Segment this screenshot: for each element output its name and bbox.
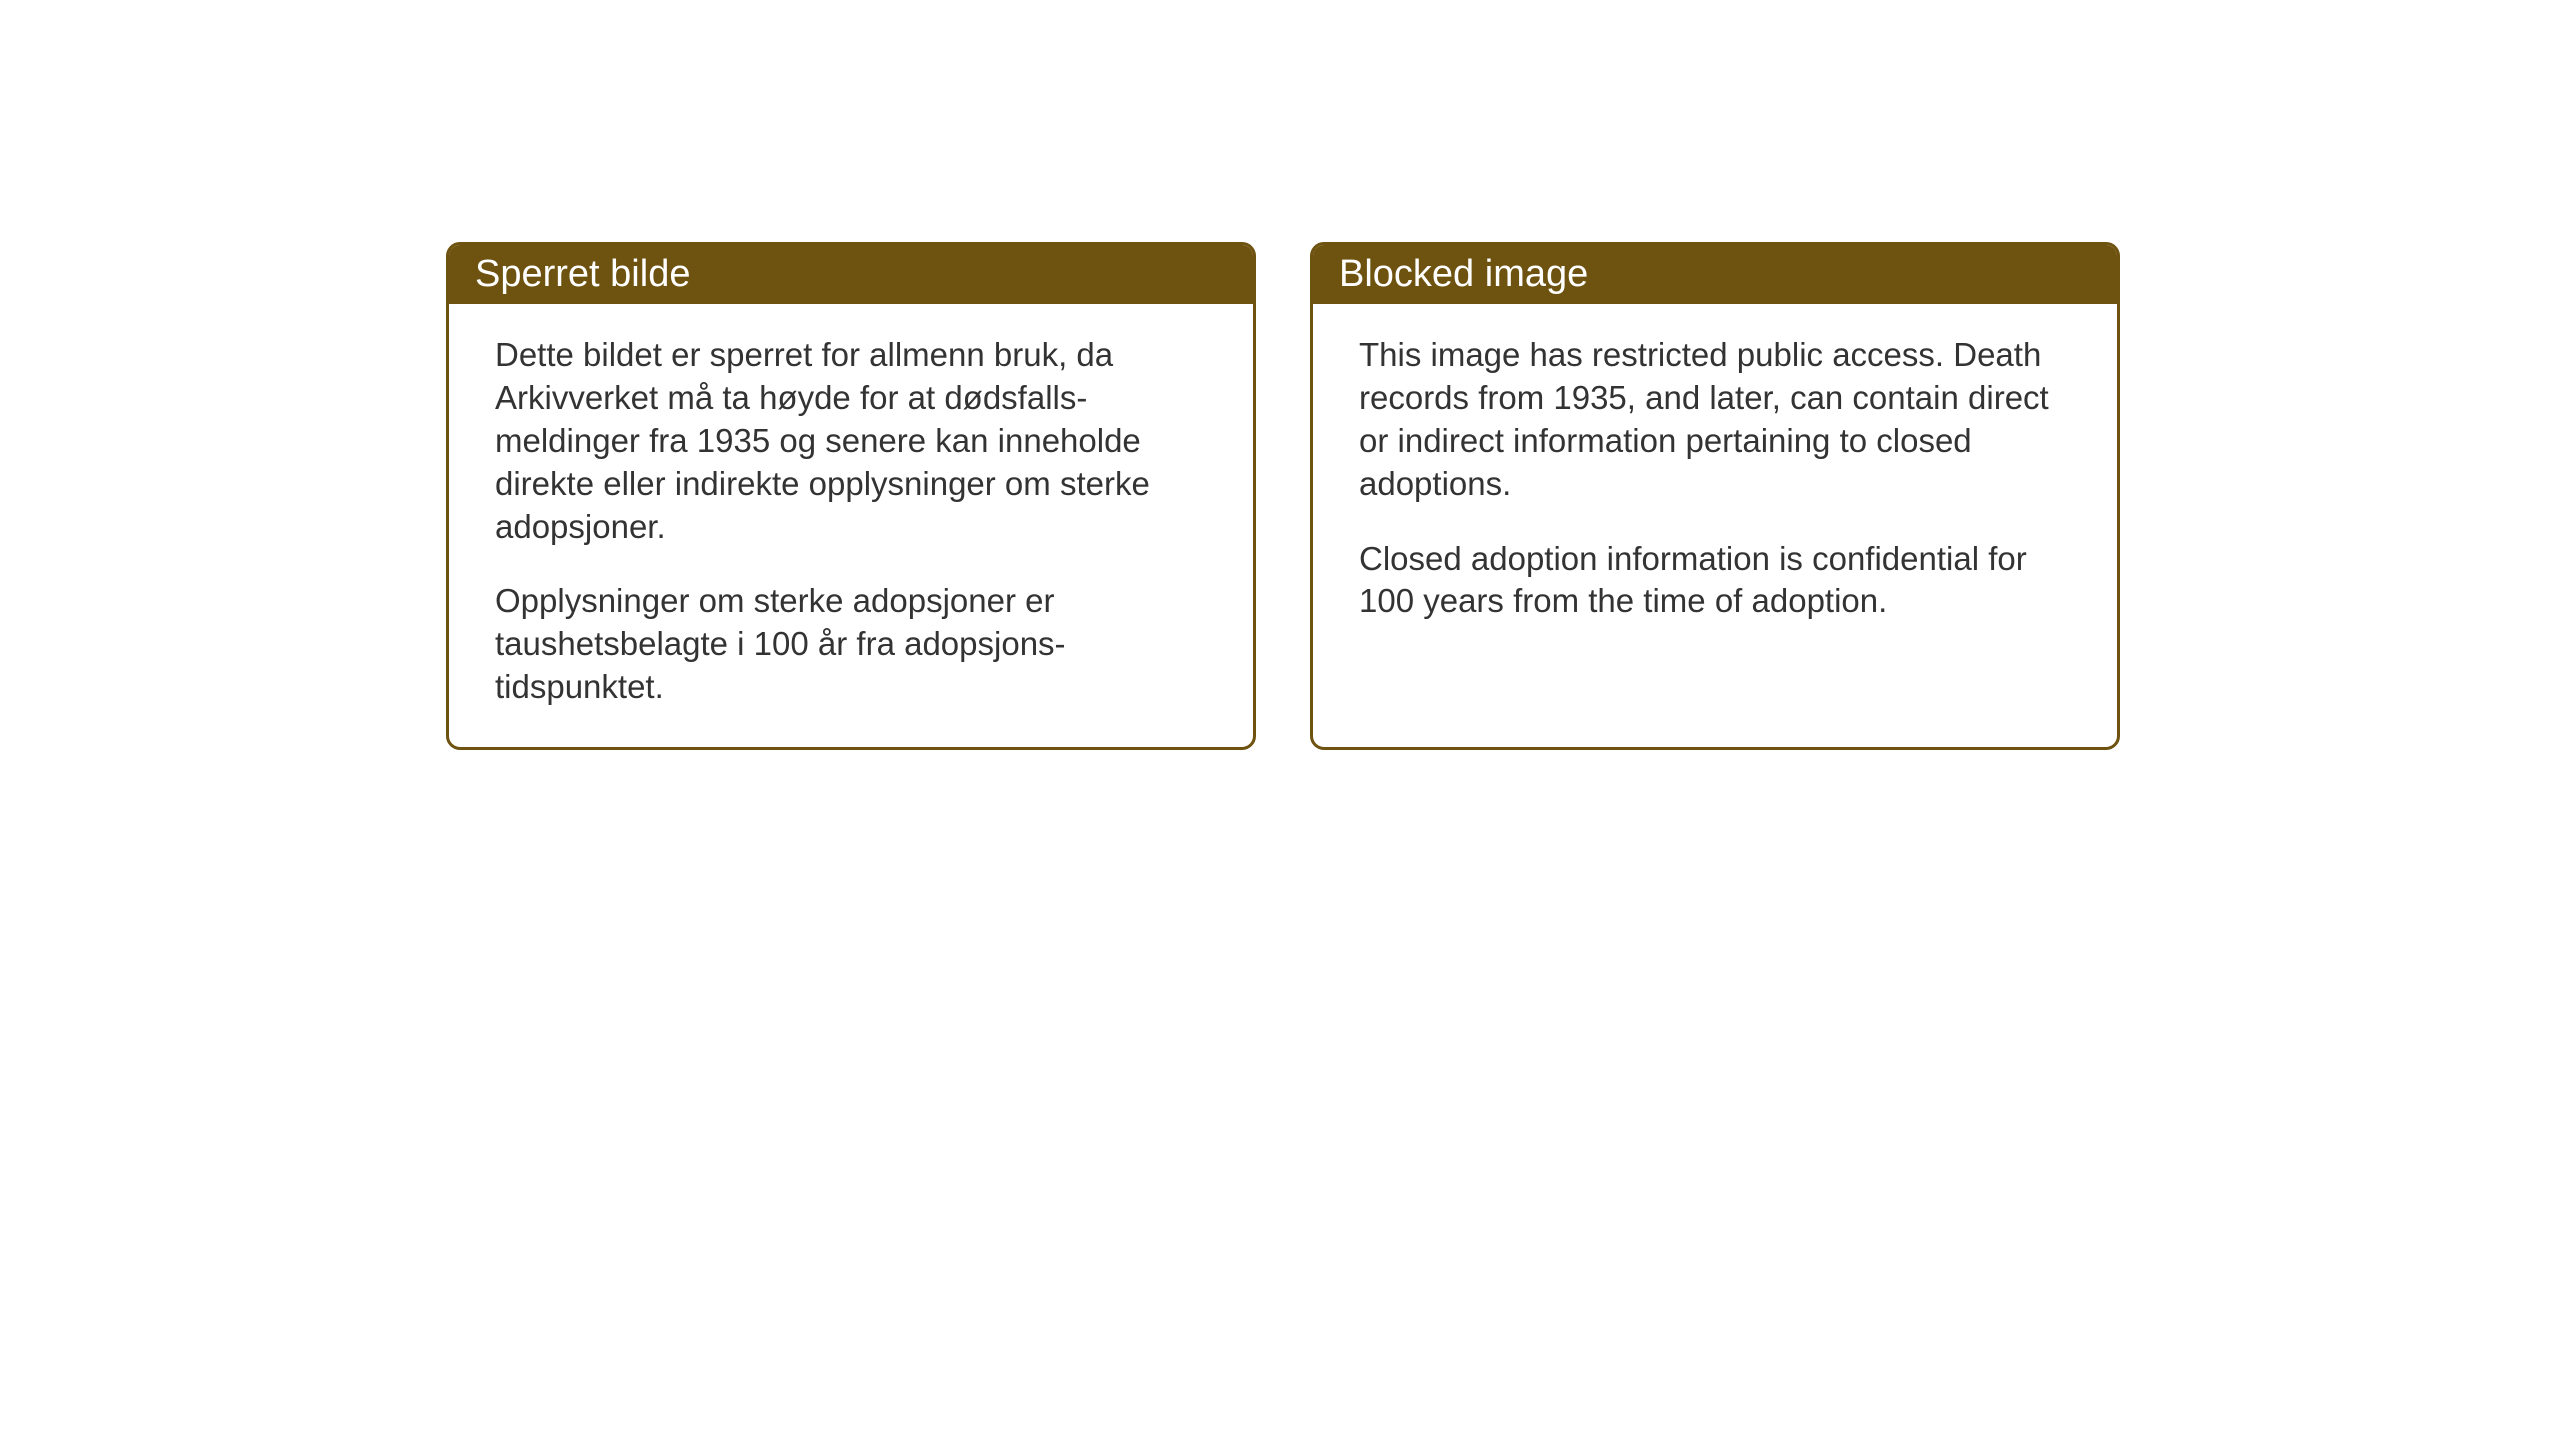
card-header-english: Blocked image xyxy=(1313,245,2117,304)
english-notice-card: Blocked image This image has restricted … xyxy=(1310,242,2120,750)
english-paragraph-2: Closed adoption information is confident… xyxy=(1359,538,2071,624)
card-body-english: This image has restricted public access.… xyxy=(1313,304,2117,704)
card-body-norwegian: Dette bildet er sperret for allmenn bruk… xyxy=(449,304,1253,747)
english-paragraph-1: This image has restricted public access.… xyxy=(1359,334,2071,506)
norwegian-paragraph-2: Opplysninger om sterke adopsjoner er tau… xyxy=(495,580,1207,709)
norwegian-paragraph-1: Dette bildet er sperret for allmenn bruk… xyxy=(495,334,1207,548)
card-container: Sperret bilde Dette bildet er sperret fo… xyxy=(0,0,2560,750)
norwegian-notice-card: Sperret bilde Dette bildet er sperret fo… xyxy=(446,242,1256,750)
card-header-norwegian: Sperret bilde xyxy=(449,245,1253,304)
